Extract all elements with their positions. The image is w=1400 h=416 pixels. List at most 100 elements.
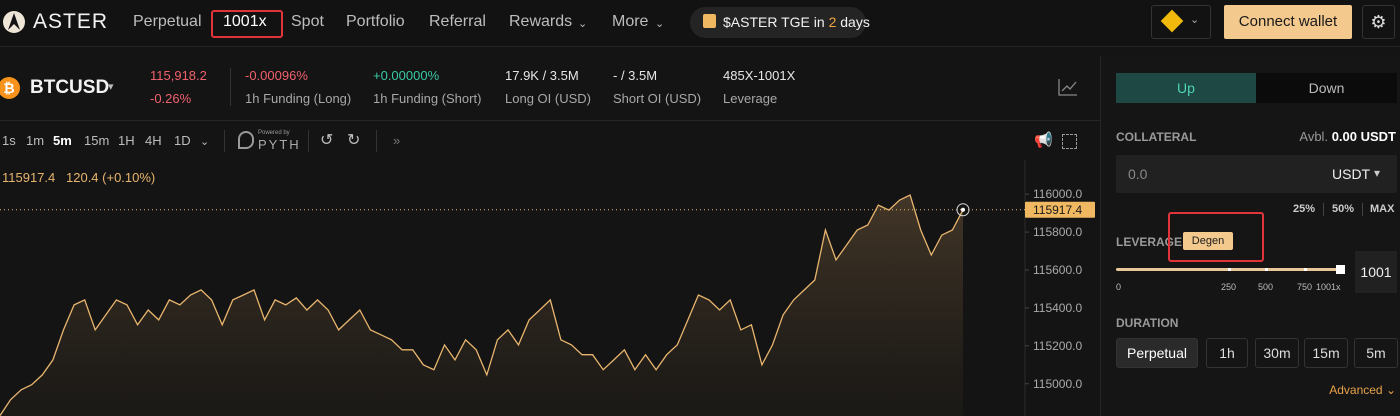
announcement-text: $ASTER TGE in (723, 14, 829, 30)
chevron: ⌄ (1190, 14, 1200, 26)
preset[interactable]: 25% (1293, 203, 1316, 215)
stat-label: 1h Funding (Long) (245, 91, 352, 106)
stat-value: -0.00096% (245, 68, 308, 83)
amount: 0.0 (1128, 166, 1148, 182)
logo[interactable]: ASTER (33, 10, 109, 33)
interval[interactable]: 5m (53, 133, 72, 148)
chart-toggle[interactable] (1058, 78, 1078, 96)
side-down[interactable]: Down (1256, 73, 1397, 103)
slider-label: 250 (1221, 282, 1237, 292)
divider (308, 130, 309, 152)
available-value: 0.00 USDT (1331, 129, 1396, 144)
announce-icon[interactable]: 📢 (1034, 132, 1053, 149)
settings-button[interactable]: ⚙ (1362, 5, 1395, 39)
fullscreen[interactable] (1062, 134, 1077, 149)
amount-input[interactable] (1116, 155, 1397, 193)
legend-price: 115917.4 (2, 170, 56, 185)
asset[interactable]: USDT (1332, 166, 1371, 182)
wallet-selector[interactable] (1151, 5, 1211, 39)
price: 115,918.2 (150, 68, 207, 83)
chevron: ▾ (108, 81, 114, 93)
duration-option[interactable]: 5m (1354, 338, 1398, 368)
slider-dot (1304, 268, 1307, 271)
nav-link[interactable]: Rewards (509, 13, 573, 30)
leverage-input[interactable]: 1001 (1355, 251, 1397, 293)
mode-badge: Degen (1183, 232, 1233, 250)
last-point (956, 203, 970, 217)
interval[interactable]: 4H (145, 133, 162, 148)
announcement-pill[interactable] (690, 7, 866, 38)
slider-label: 500 (1258, 282, 1274, 292)
announcement-days: 2 (828, 14, 837, 30)
divider (230, 68, 231, 106)
slider-dot (1265, 268, 1268, 271)
chevron[interactable]: ⌄ (200, 136, 210, 148)
chevron: ⌄ (578, 18, 588, 30)
stat-value: 485X-1001X (723, 68, 796, 83)
symbol[interactable]: BTCUSD (30, 77, 110, 98)
advanced[interactable]: Advanced ⌄ (1329, 383, 1396, 397)
price-chart: 115000.0 115200.0 115400.0 115600.0 115800.0… (0, 160, 1095, 416)
y-tick-label: 115800.0 (1033, 225, 1082, 239)
calendar-icon (703, 14, 716, 28)
price-area (0, 195, 963, 416)
nav-link[interactable]: Referral (429, 13, 486, 30)
side-up[interactable]: Up (1116, 73, 1256, 103)
price-line (0, 194, 964, 416)
legend-change: 120.4 (+0.10%) (66, 170, 156, 185)
stat-label: Long OI (USD) (505, 91, 591, 106)
highlight-box (1168, 212, 1264, 262)
slider-label: 1001x (1316, 282, 1341, 292)
nav-link[interactable]: Perpetual (133, 13, 202, 30)
btc-icon: ₿ (0, 77, 20, 99)
stat-value: 17.9K / 3.5M (505, 68, 579, 83)
slider-label: 750 (1297, 282, 1313, 292)
slider-label: 0 (1116, 282, 1122, 292)
nav-link[interactable]: Portfolio (346, 13, 405, 30)
interval[interactable]: 15m (84, 133, 110, 148)
nav-link[interactable]: 1001x (223, 13, 267, 30)
powered-by: Powered by (258, 130, 290, 136)
nav-link[interactable]: More (612, 13, 649, 30)
y-tick-label: 116000.0 (1033, 187, 1082, 201)
interval[interactable]: 1s (2, 133, 16, 148)
undo[interactable]: ↺ (320, 132, 334, 149)
pyth-brand: PYTH (258, 137, 301, 152)
chevron: ▾ (1374, 166, 1381, 180)
connect-wallet[interactable]: Connect wallet (1224, 5, 1352, 39)
announcement-text: days (836, 14, 870, 30)
duration-option[interactable]: 15m (1304, 338, 1348, 368)
stat-label: 1h Funding (Short) (373, 91, 482, 106)
y-tick-label: 115400.0 (1033, 301, 1082, 315)
duration-option[interactable]: 30m (1255, 338, 1299, 368)
highlight-box (211, 10, 283, 38)
redo[interactable]: ↻ (347, 132, 361, 149)
collateral-label: COLLATERAL (1116, 130, 1197, 144)
y-tick-label: 115000.0 (1033, 377, 1082, 391)
nav-link[interactable]: Spot (291, 13, 324, 30)
available-label: Avbl. (1299, 129, 1329, 144)
expand[interactable]: » (393, 133, 401, 148)
interval[interactable]: 1D (174, 133, 191, 148)
preset[interactable]: MAX (1370, 203, 1395, 215)
divider (224, 130, 225, 152)
interval[interactable]: 1m (26, 133, 45, 148)
last-point-dot (961, 207, 965, 212)
announcement[interactable]: $ASTER TGE in 2 days (723, 14, 870, 30)
pyth-icon (238, 131, 254, 149)
advanced-label: Advanced (1329, 383, 1383, 397)
duration-option[interactable]: 1h (1206, 338, 1248, 368)
divider (1323, 203, 1324, 216)
divider (1362, 203, 1363, 216)
preset[interactable]: 50% (1332, 203, 1355, 215)
ticker-bar (0, 56, 1100, 121)
duration-option[interactable]: Perpetual (1116, 338, 1198, 368)
stat-label: Short OI (USD) (613, 91, 702, 106)
stat-value: - / 3.5M (613, 68, 658, 83)
interval[interactable]: 1H (118, 133, 135, 148)
slider-handle[interactable] (1336, 265, 1345, 274)
leverage-label: LEVERAGE (1116, 235, 1183, 249)
last-price-label: 115917.4 (1033, 203, 1082, 217)
y-tick-label: 115200.0 (1033, 339, 1082, 353)
